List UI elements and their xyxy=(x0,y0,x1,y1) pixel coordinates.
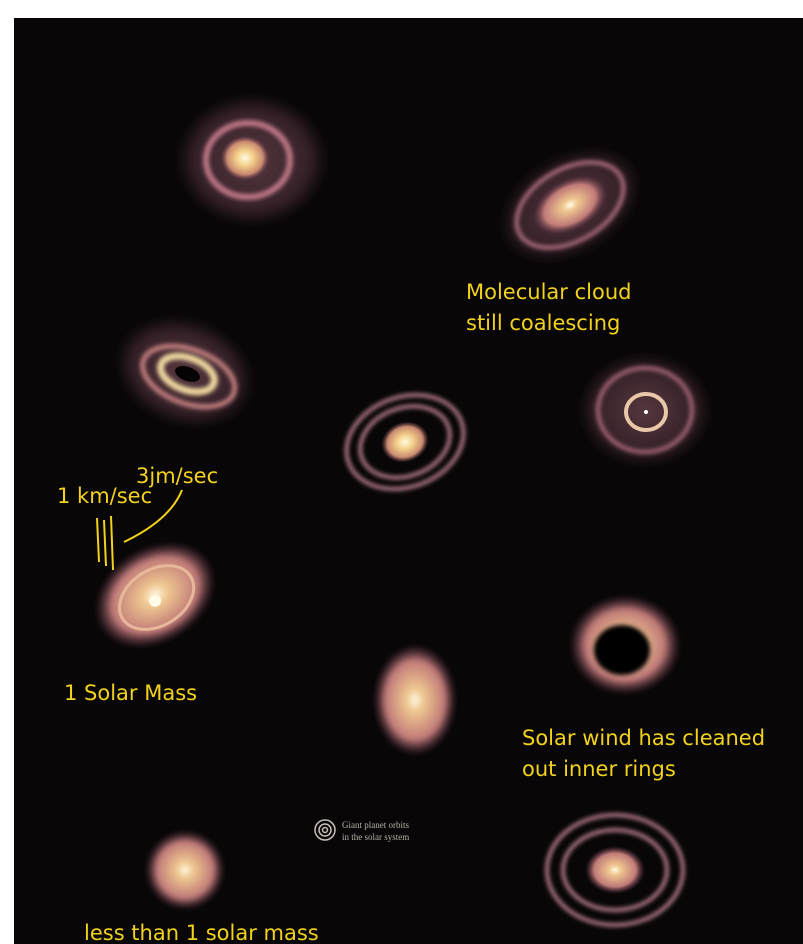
disk xyxy=(500,149,640,261)
annotation: 1 Solar Mass xyxy=(64,681,197,705)
disk xyxy=(177,95,327,225)
disk xyxy=(94,541,216,649)
background xyxy=(14,18,803,944)
caption-icon xyxy=(314,819,336,841)
annotation: out inner rings xyxy=(522,757,676,781)
annotation-lines xyxy=(96,489,183,571)
annotation: still coalescing xyxy=(466,311,620,335)
disk xyxy=(116,317,254,427)
disk xyxy=(344,392,466,492)
annotation: 1 km/sec xyxy=(57,484,152,508)
annotation: less than 1 solar mass xyxy=(84,921,319,944)
caption: Giant planet orbits xyxy=(342,820,409,830)
annotation: 3jm/sec xyxy=(136,464,218,488)
annotation: Solar wind has cleaned xyxy=(522,726,765,750)
disk xyxy=(373,644,457,756)
disk xyxy=(580,355,710,465)
annotation: Molecular cloud xyxy=(466,280,631,304)
disk xyxy=(569,595,681,695)
caption: in the solar system xyxy=(342,832,409,842)
disk xyxy=(545,813,685,927)
disk xyxy=(145,830,225,910)
